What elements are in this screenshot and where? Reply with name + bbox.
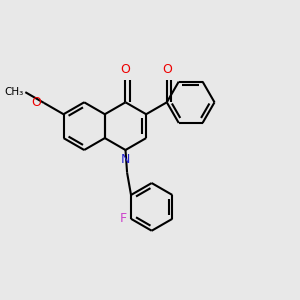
Text: F: F xyxy=(120,212,127,225)
Text: N: N xyxy=(121,152,130,166)
Text: CH₃: CH₃ xyxy=(4,87,24,97)
Text: O: O xyxy=(162,63,172,76)
Text: O: O xyxy=(121,63,130,76)
Text: O: O xyxy=(32,96,41,110)
